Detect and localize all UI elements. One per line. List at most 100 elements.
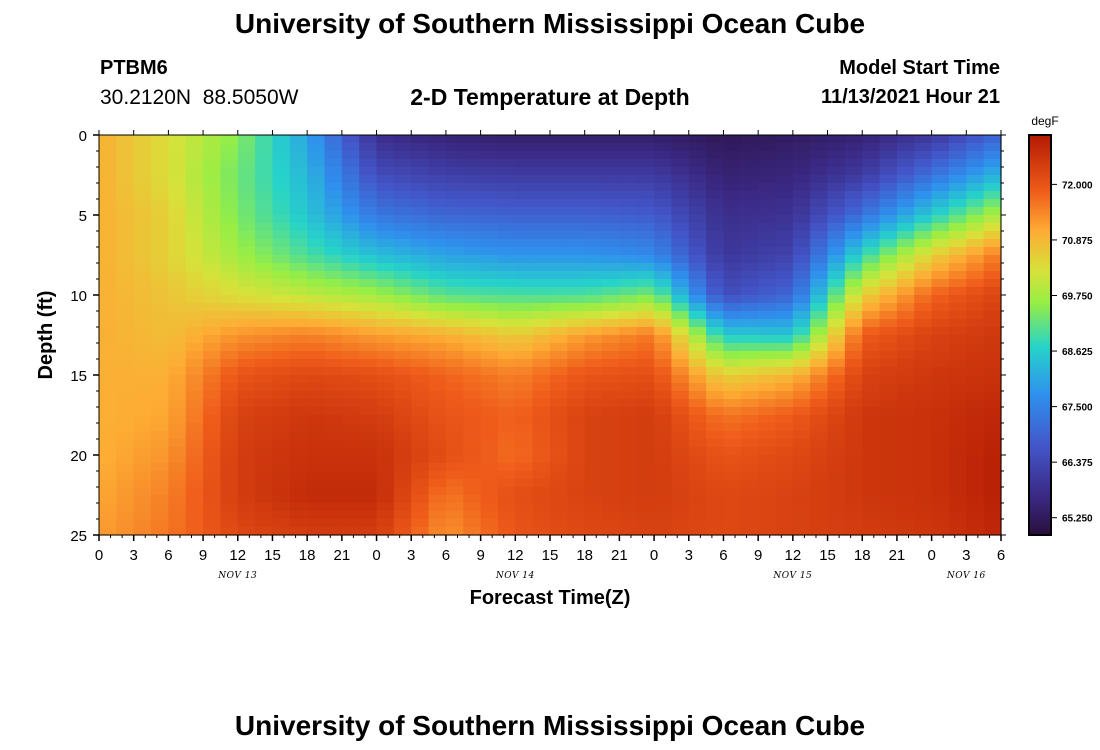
heatmap-cell (463, 159, 482, 168)
heatmap-cell (654, 279, 673, 288)
heatmap-cell (99, 407, 117, 416)
heatmap-cell (775, 263, 794, 272)
heatmap-cell (428, 327, 447, 336)
heatmap-cell (636, 351, 655, 360)
heatmap-cell (341, 175, 360, 184)
heatmap-cell (983, 343, 1002, 352)
heatmap-cell (393, 383, 412, 392)
heatmap-cell (879, 327, 898, 336)
heatmap-cell (914, 135, 933, 144)
heatmap-cell (844, 247, 863, 256)
heatmap-cell (654, 183, 673, 192)
heatmap-cell (550, 455, 568, 464)
heatmap-cell (862, 287, 881, 296)
heatmap-cell (515, 343, 534, 352)
heatmap-cell (255, 135, 274, 144)
heatmap-cell (550, 367, 568, 376)
heatmap-cell (948, 287, 967, 296)
heatmap-cell (393, 199, 412, 208)
heatmap-cell (393, 247, 412, 256)
heatmap-cell (948, 455, 967, 464)
heatmap-cell (723, 519, 742, 528)
heatmap-cell (255, 399, 274, 408)
heatmap-cell (706, 487, 725, 496)
heatmap-cell (532, 463, 551, 472)
heatmap-cell (740, 343, 759, 352)
heatmap-cell (255, 447, 274, 456)
heatmap-cell (324, 415, 343, 424)
heatmap-cell (255, 287, 274, 296)
heatmap-cell (688, 287, 707, 296)
heatmap-cell (272, 319, 291, 328)
heatmap-cell (567, 199, 586, 208)
heatmap-cell (654, 343, 673, 352)
heatmap-cell (740, 487, 759, 496)
heatmap-cell (775, 199, 794, 208)
heatmap-cell (983, 239, 1002, 248)
heatmap-cell (810, 175, 829, 184)
heatmap-cell (931, 495, 950, 504)
heatmap-cell (792, 503, 811, 512)
heatmap-cell (914, 143, 933, 152)
heatmap-cell (445, 407, 464, 416)
heatmap-cell (445, 423, 464, 432)
heatmap-cell (515, 199, 534, 208)
heatmap-cell (931, 399, 950, 408)
heatmap-cell (307, 495, 326, 504)
heatmap-cell (428, 167, 447, 176)
heatmap-cell (307, 287, 326, 296)
heatmap-cell (567, 335, 586, 344)
heatmap-cell (567, 247, 586, 256)
heatmap-cell (740, 255, 759, 264)
heatmap-cell (307, 207, 326, 216)
heatmap-cell (914, 343, 933, 352)
heatmap-cell (480, 175, 499, 184)
heatmap-cell (636, 423, 655, 432)
heatmap-cell (359, 223, 378, 232)
heatmap-cell (463, 479, 482, 488)
heatmap-cell (116, 351, 135, 360)
heatmap-cell (463, 255, 482, 264)
heatmap-cell (515, 495, 534, 504)
heatmap-cell (307, 183, 326, 192)
heatmap-cell (515, 423, 534, 432)
heatmap-cell (203, 255, 222, 264)
x-tick-label: 21 (889, 547, 906, 564)
heatmap-cell (411, 215, 430, 224)
heatmap-cell (602, 207, 620, 216)
heatmap-cell (376, 343, 395, 352)
heatmap-cell (862, 151, 881, 160)
heatmap-cell (862, 311, 881, 320)
heatmap-cell (237, 335, 256, 344)
heatmap-cell (827, 455, 846, 464)
heatmap-cell (272, 359, 291, 368)
heatmap-cell (376, 511, 395, 520)
heatmap-cell (289, 175, 308, 184)
heatmap-cell (168, 295, 187, 304)
heatmap-cell (220, 375, 239, 384)
heatmap-cell (515, 223, 534, 232)
heatmap-cell (671, 183, 690, 192)
heatmap-cell (844, 495, 863, 504)
heatmap-cell (810, 415, 829, 424)
heatmap-cell (636, 287, 655, 296)
heatmap-cell (775, 351, 794, 360)
heatmap-cell (289, 487, 308, 496)
heatmap-cell (393, 319, 412, 328)
heatmap-cell (723, 431, 742, 440)
heatmap-cell (133, 167, 152, 176)
heatmap-cell (272, 255, 291, 264)
heatmap-cell (341, 399, 360, 408)
heatmap-cell (567, 383, 586, 392)
heatmap-cell (532, 439, 551, 448)
heatmap-cell (463, 527, 482, 536)
heatmap-cell (255, 167, 274, 176)
heatmap-cell (896, 255, 915, 264)
heatmap-cell (619, 423, 638, 432)
heatmap-cell (775, 295, 794, 304)
heatmap-cell (99, 519, 117, 528)
heatmap-cell (602, 143, 620, 152)
heatmap-cell (220, 223, 239, 232)
heatmap-cell (307, 199, 326, 208)
heatmap-cell (879, 311, 898, 320)
